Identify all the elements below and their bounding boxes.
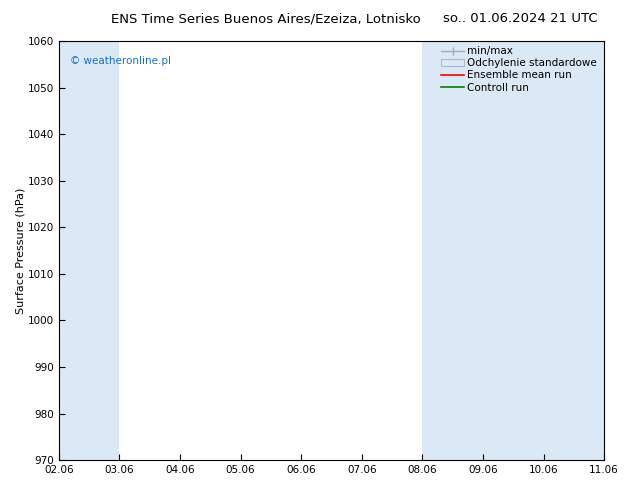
Text: ENS Time Series Buenos Aires/Ezeiza, Lotnisko: ENS Time Series Buenos Aires/Ezeiza, Lot… — [112, 12, 421, 25]
Text: © weatheronline.pl: © weatheronline.pl — [70, 56, 171, 66]
Y-axis label: Surface Pressure (hPa): Surface Pressure (hPa) — [15, 187, 25, 314]
Text: so.. 01.06.2024 21 UTC: so.. 01.06.2024 21 UTC — [443, 12, 597, 25]
Bar — [59, 41, 119, 460]
Bar — [422, 41, 543, 460]
Bar — [543, 41, 604, 460]
Legend: min/max, Odchylenie standardowe, Ensemble mean run, Controll run: min/max, Odchylenie standardowe, Ensembl… — [439, 44, 601, 95]
